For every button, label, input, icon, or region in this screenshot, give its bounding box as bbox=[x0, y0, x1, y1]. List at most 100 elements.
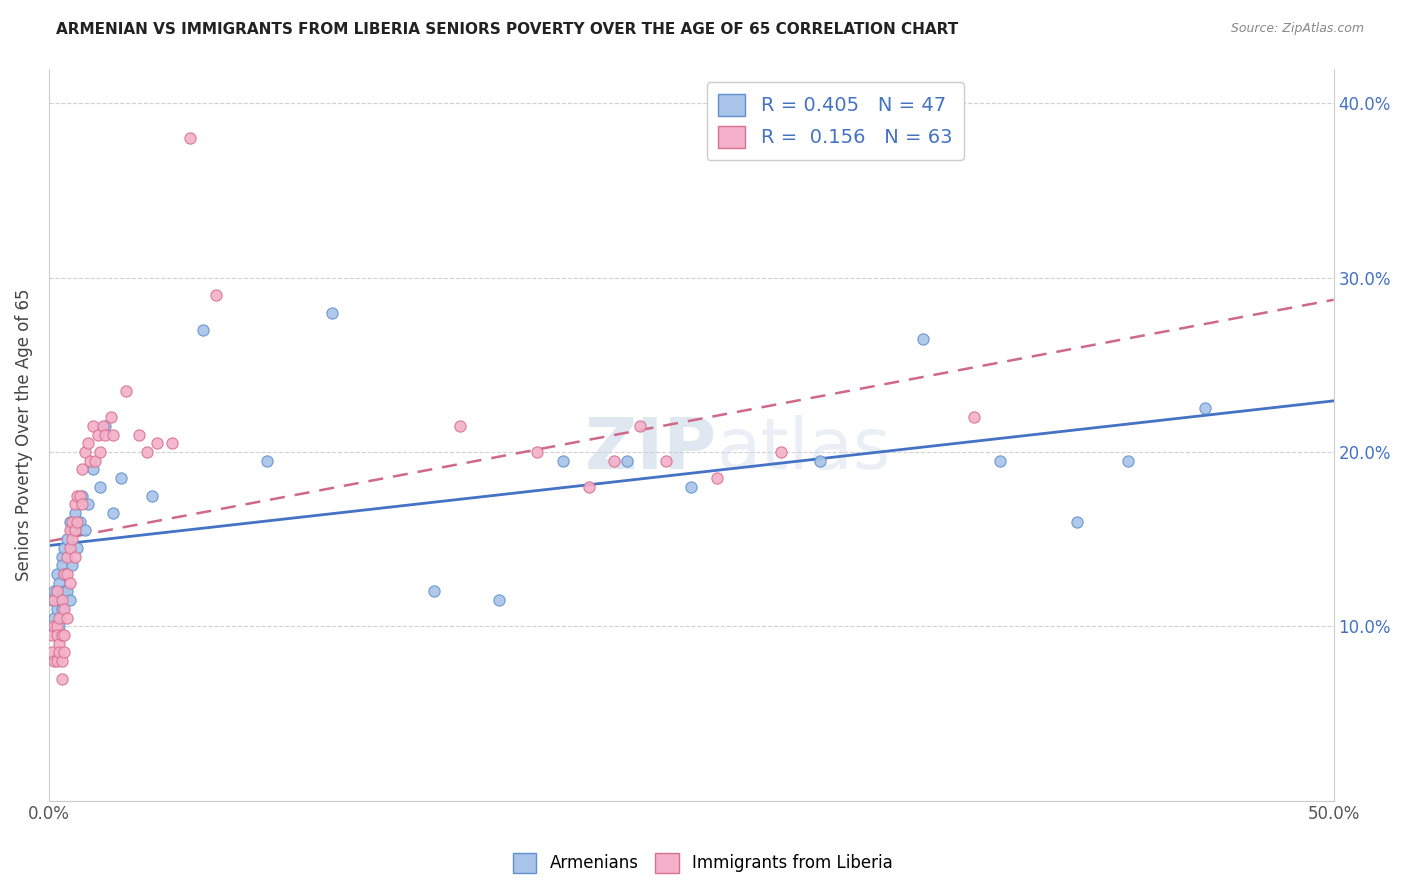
Point bbox=[706, 471, 728, 485]
Point bbox=[48, 610, 70, 624]
Point bbox=[110, 471, 132, 485]
Point bbox=[681, 480, 703, 494]
Point bbox=[72, 462, 94, 476]
Point bbox=[41, 645, 63, 659]
Point bbox=[58, 524, 80, 538]
Point bbox=[205, 288, 228, 302]
Point bbox=[58, 593, 80, 607]
Point bbox=[60, 532, 83, 546]
Point bbox=[162, 436, 184, 450]
Point bbox=[41, 628, 63, 642]
Point bbox=[988, 453, 1011, 467]
Point bbox=[103, 427, 125, 442]
Point bbox=[84, 453, 107, 467]
Point bbox=[60, 558, 83, 573]
Point bbox=[51, 593, 73, 607]
Point bbox=[51, 549, 73, 564]
Point bbox=[51, 672, 73, 686]
Point bbox=[321, 305, 343, 319]
Point bbox=[63, 497, 86, 511]
Point bbox=[45, 584, 67, 599]
Point bbox=[58, 515, 80, 529]
Point bbox=[51, 628, 73, 642]
Point bbox=[191, 323, 214, 337]
Point bbox=[53, 628, 76, 642]
Point bbox=[103, 506, 125, 520]
Point bbox=[69, 489, 91, 503]
Point bbox=[56, 584, 79, 599]
Point bbox=[79, 453, 101, 467]
Point bbox=[551, 453, 574, 467]
Point bbox=[42, 593, 65, 607]
Point bbox=[63, 524, 86, 538]
Point bbox=[628, 418, 651, 433]
Point bbox=[53, 645, 76, 659]
Point bbox=[45, 619, 67, 633]
Point bbox=[53, 602, 76, 616]
Point bbox=[63, 506, 86, 520]
Text: Source: ZipAtlas.com: Source: ZipAtlas.com bbox=[1230, 22, 1364, 36]
Point bbox=[53, 567, 76, 582]
Point bbox=[42, 584, 65, 599]
Point bbox=[48, 645, 70, 659]
Point bbox=[488, 593, 510, 607]
Legend: Armenians, Immigrants from Liberia: Armenians, Immigrants from Liberia bbox=[506, 847, 900, 880]
Point bbox=[63, 549, 86, 564]
Point bbox=[42, 654, 65, 668]
Text: atlas: atlas bbox=[717, 415, 891, 483]
Point bbox=[41, 593, 63, 607]
Point bbox=[56, 567, 79, 582]
Point bbox=[76, 436, 98, 450]
Point bbox=[135, 445, 157, 459]
Point bbox=[87, 427, 110, 442]
Point bbox=[1066, 515, 1088, 529]
Text: ZIP: ZIP bbox=[585, 415, 717, 483]
Point bbox=[82, 418, 104, 433]
Point bbox=[89, 445, 111, 459]
Y-axis label: Seniors Poverty Over the Age of 65: Seniors Poverty Over the Age of 65 bbox=[15, 288, 32, 581]
Point bbox=[179, 131, 201, 145]
Point bbox=[51, 654, 73, 668]
Point bbox=[963, 410, 986, 425]
Point bbox=[48, 593, 70, 607]
Point bbox=[45, 654, 67, 668]
Point bbox=[45, 602, 67, 616]
Point bbox=[69, 515, 91, 529]
Point bbox=[66, 515, 89, 529]
Point bbox=[654, 453, 676, 467]
Point bbox=[45, 567, 67, 582]
Point bbox=[423, 584, 446, 599]
Point bbox=[526, 445, 548, 459]
Point bbox=[45, 584, 67, 599]
Point bbox=[56, 532, 79, 546]
Point bbox=[58, 541, 80, 555]
Point bbox=[128, 427, 150, 442]
Point bbox=[53, 584, 76, 599]
Point bbox=[808, 453, 831, 467]
Point bbox=[94, 427, 117, 442]
Point bbox=[449, 418, 471, 433]
Point bbox=[48, 637, 70, 651]
Point bbox=[1116, 453, 1139, 467]
Point bbox=[256, 453, 278, 467]
Point bbox=[42, 619, 65, 633]
Point bbox=[72, 497, 94, 511]
Point bbox=[45, 628, 67, 642]
Point bbox=[616, 453, 638, 467]
Point bbox=[60, 515, 83, 529]
Point bbox=[76, 497, 98, 511]
Point bbox=[60, 524, 83, 538]
Point bbox=[94, 418, 117, 433]
Point bbox=[100, 410, 122, 425]
Text: ARMENIAN VS IMMIGRANTS FROM LIBERIA SENIORS POVERTY OVER THE AGE OF 65 CORRELATI: ARMENIAN VS IMMIGRANTS FROM LIBERIA SENI… bbox=[56, 22, 959, 37]
Legend: R = 0.405   N = 47, R =  0.156   N = 63: R = 0.405 N = 47, R = 0.156 N = 63 bbox=[707, 82, 965, 160]
Point bbox=[51, 558, 73, 573]
Point bbox=[91, 418, 114, 433]
Point bbox=[56, 610, 79, 624]
Point bbox=[66, 489, 89, 503]
Point bbox=[911, 332, 934, 346]
Point bbox=[56, 549, 79, 564]
Point bbox=[73, 445, 96, 459]
Point bbox=[73, 524, 96, 538]
Point bbox=[89, 480, 111, 494]
